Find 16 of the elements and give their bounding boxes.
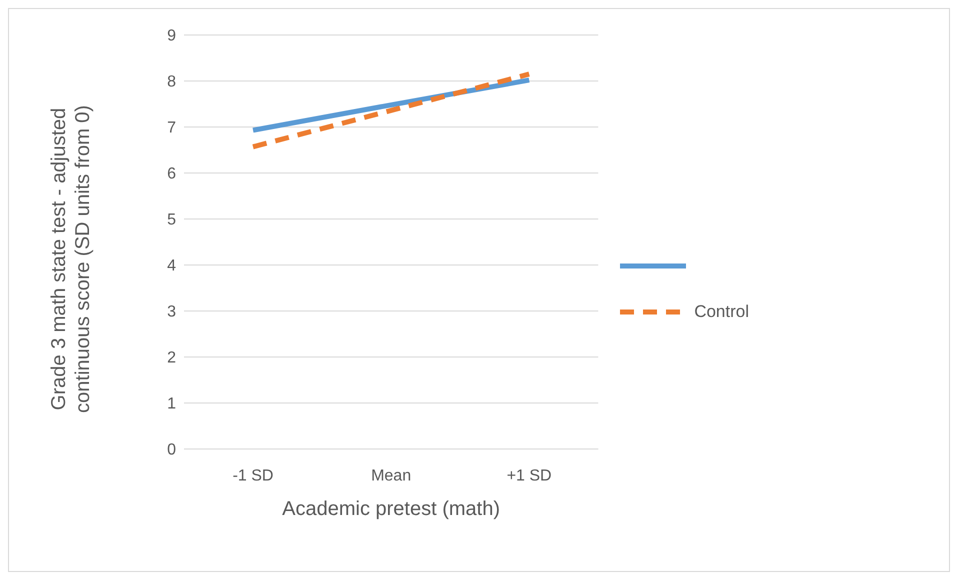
x-tick-label: -1 SD — [232, 467, 274, 484]
y-tick-label: 8 — [167, 74, 176, 91]
x-tick-label: +1 SD — [506, 467, 552, 484]
y-tick-label: 5 — [167, 212, 176, 229]
y-tick-label: 0 — [167, 442, 176, 459]
x-axis-title: Academic pretest (math) — [282, 498, 500, 520]
y-tick-label: 3 — [167, 304, 176, 321]
y-axis-title: Grade 3 math state test - adjusted continuous score (SD units from 0) — [47, 104, 95, 415]
y-tick-label: 7 — [167, 120, 176, 137]
x-tick-label: Mean — [371, 467, 412, 484]
y-tick-label: 9 — [167, 28, 176, 45]
y-tick-label: 6 — [167, 166, 176, 183]
legend-label: Control — [694, 302, 749, 322]
y-tick-label: 1 — [167, 396, 176, 413]
y-tick-label: 4 — [167, 258, 176, 275]
y-tick-label: 2 — [167, 350, 176, 367]
